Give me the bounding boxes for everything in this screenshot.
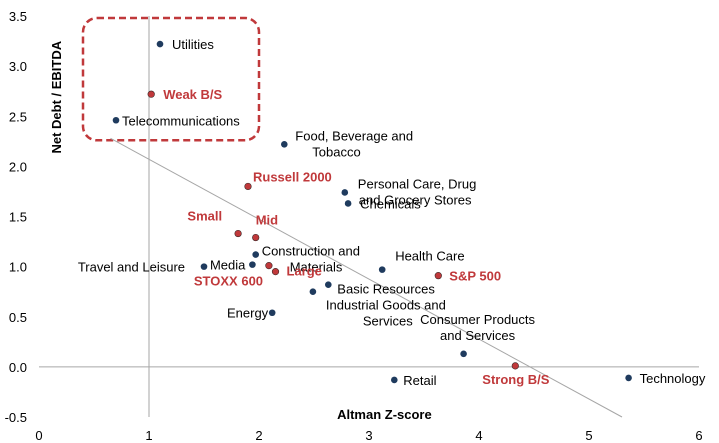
point-retail	[391, 376, 398, 384]
x-tick-label: 5	[585, 428, 592, 443]
point-label-personal-care-drug-and-grocery-stores: Personal Care, Drug and Grocery Stores	[358, 176, 477, 207]
point-label-chemicals: Chemicals	[360, 196, 421, 211]
point-label-stoxx-600: STOXX 600	[194, 274, 263, 289]
point-label-technology: Technology	[640, 371, 706, 386]
x-tick-label: 1	[145, 428, 152, 443]
point-label-media: Media	[210, 258, 246, 273]
x-tick-label: 0	[35, 428, 42, 443]
point-construction-and-materials	[252, 251, 259, 258]
point-label-retail: Retail	[403, 373, 436, 388]
y-axis-title: Net Debt / EBITDA	[49, 40, 64, 153]
point-stoxx-600	[265, 262, 273, 270]
point-label-large: Large	[287, 264, 322, 279]
point-label-travel-and-leisure: Travel and Leisure	[78, 260, 185, 275]
point-food-beverage-and-tobacco	[281, 141, 288, 148]
point-technology	[625, 374, 632, 382]
point-label-telecommunications: Telecommunications	[122, 113, 240, 128]
point-label-mid: Mid	[256, 213, 278, 228]
x-tick-label: 2	[255, 428, 262, 443]
point-weak-b-s	[147, 90, 155, 98]
point-health-care	[378, 266, 386, 273]
y-tick-label: 1.5	[9, 210, 27, 225]
point-strong-b-s	[511, 362, 519, 370]
point-chemicals	[344, 200, 352, 207]
point-label-basic-resources: Basic Resources	[337, 282, 435, 297]
y-tick-label: 0.0	[9, 360, 27, 375]
point-basic-resources	[325, 281, 332, 288]
point-s-p-500	[434, 272, 442, 280]
y-tick-label: 0.5	[9, 310, 27, 325]
point-label-food-beverage-and-tobacco: Food, Beverage and Tobacco	[295, 128, 413, 159]
point-label-consumer-products-and-services: Consumer Products and Services	[420, 312, 535, 343]
point-label-energy: Energy	[227, 306, 269, 321]
point-consumer-products-and-services	[460, 350, 467, 358]
x-tick-label: 4	[475, 428, 482, 443]
y-tick-label: 2.5	[9, 109, 27, 124]
point-label-health-care: Health Care	[395, 249, 464, 264]
point-label-small: Small	[187, 209, 222, 224]
point-label-weak-b-s: Weak B/S	[163, 87, 222, 102]
point-travel-and-leisure	[200, 263, 208, 270]
y-tick-label: -0.5	[5, 410, 27, 425]
point-utilities	[156, 40, 164, 48]
point-label-s-p-500: S&P 500	[449, 269, 501, 284]
point-energy	[268, 309, 276, 317]
point-label-construction-and-materials: Construction and Materials	[262, 244, 360, 275]
x-tick-label: 3	[365, 428, 372, 443]
point-russell-2000	[244, 182, 252, 191]
y-tick-label: 3.0	[9, 59, 27, 74]
point-personal-care-drug-and-grocery-stores	[341, 189, 349, 196]
y-tick-label: 3.5	[9, 9, 27, 24]
x-axis-title: Altman Z-score	[337, 407, 432, 422]
y-tick-label: 1.0	[9, 260, 27, 275]
point-label-russell-2000: Russell 2000	[253, 169, 332, 184]
point-label-industrial-goods-and-services: Industrial Goods and Services	[326, 298, 446, 329]
point-industrial-goods-and-services	[309, 288, 317, 295]
trend-line	[110, 137, 623, 418]
x-tick-label: 6	[695, 428, 702, 443]
point-telecommunications	[112, 116, 120, 124]
point-label-utilities: Utilities	[172, 37, 214, 52]
point-large	[271, 268, 280, 276]
point-small	[234, 229, 242, 238]
point-label-strong-b-s: Strong B/S	[482, 372, 549, 387]
point-mid	[252, 233, 260, 242]
point-media	[249, 261, 256, 268]
y-tick-label: 2.0	[9, 159, 27, 174]
